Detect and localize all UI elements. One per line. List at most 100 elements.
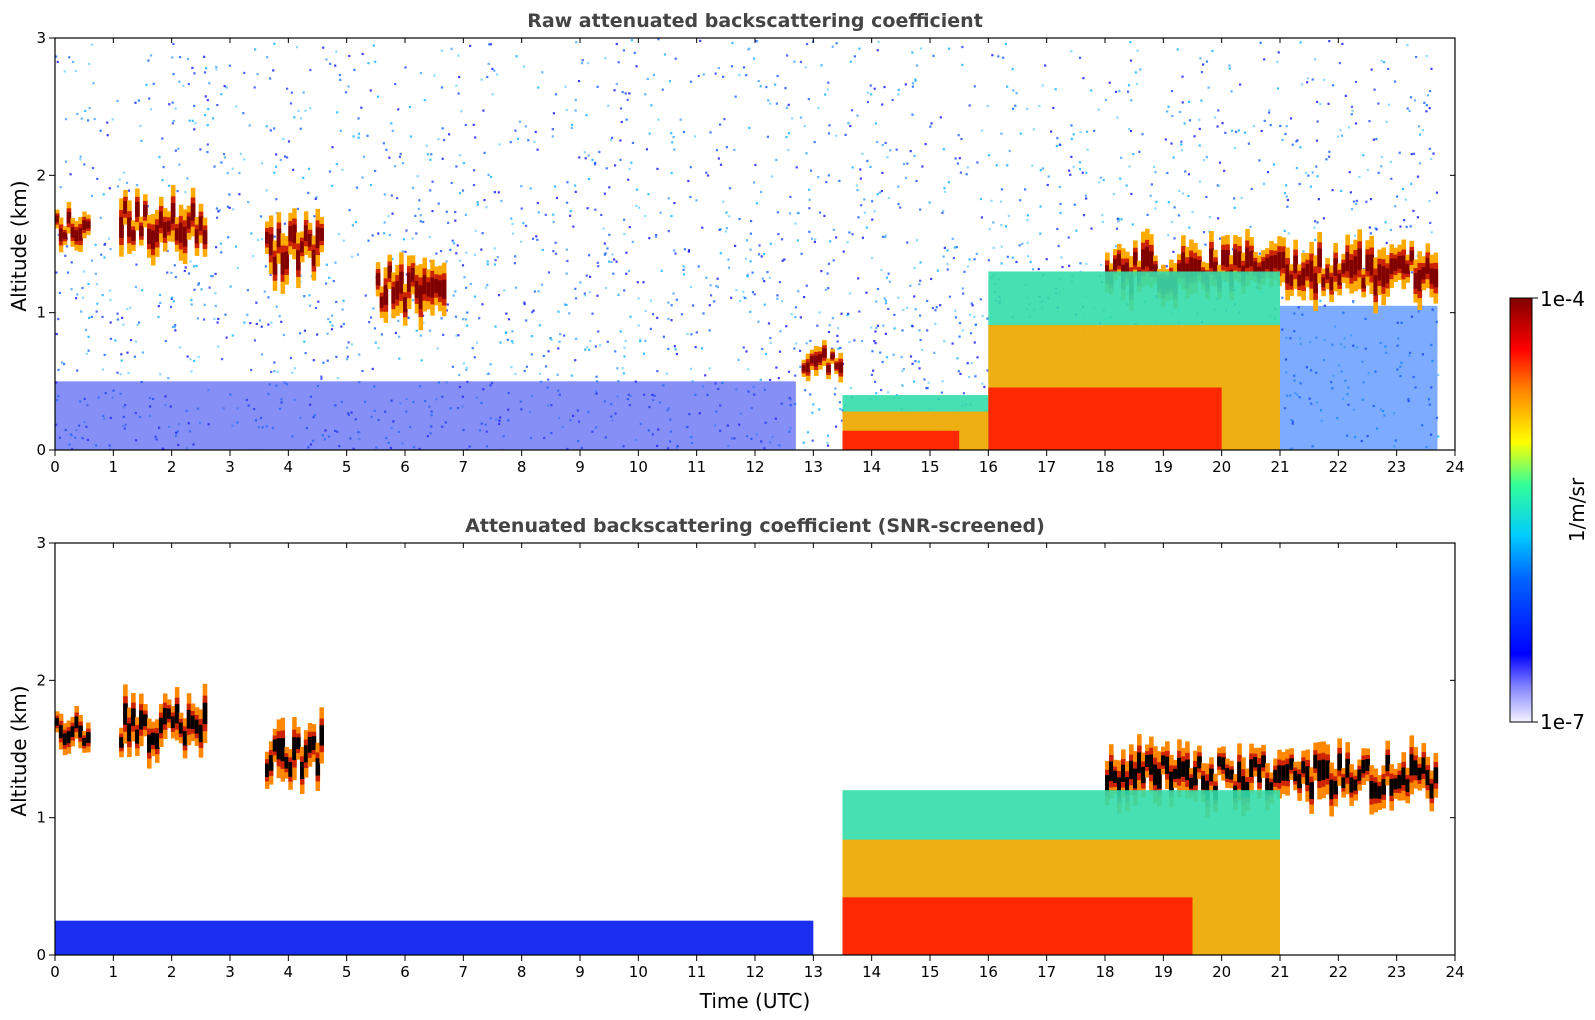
noise-speck — [510, 366, 513, 369]
noise-speck — [870, 326, 873, 329]
noise-speck — [116, 318, 120, 321]
noise-speck — [1249, 225, 1252, 228]
noise-speck — [391, 257, 394, 261]
cloud-strip-core — [300, 761, 305, 779]
noise-speck — [1166, 171, 1169, 175]
noise-speck — [753, 293, 756, 296]
noise-speck — [101, 368, 105, 371]
noise-speck — [1170, 221, 1174, 224]
noise-speck — [829, 240, 832, 243]
noise-speck — [760, 190, 763, 194]
noise-speck — [1200, 70, 1204, 74]
noise-speck — [1057, 244, 1060, 248]
cloud-strip-core — [441, 279, 447, 300]
cloud-strip-core — [1289, 274, 1294, 286]
cloud-strip-core — [158, 211, 164, 228]
noise-speck — [455, 84, 458, 87]
noise-speck — [483, 151, 486, 154]
noise-speck — [670, 304, 673, 307]
noise-speck — [339, 78, 342, 81]
noise-speck — [794, 306, 797, 309]
noise-speck — [962, 292, 965, 295]
noise-speck — [848, 340, 851, 344]
noise-speck — [811, 411, 814, 414]
noise-speck — [544, 213, 547, 216]
cloud-strip-core — [1141, 249, 1146, 270]
noise-speck — [966, 362, 969, 365]
noise-speck — [902, 368, 905, 371]
cloud-strip-core — [1417, 269, 1423, 292]
noise-speck — [84, 328, 88, 332]
noise-speck — [667, 347, 670, 350]
noise-speck — [718, 123, 722, 126]
noise-speck — [536, 201, 539, 205]
noise-speck — [447, 133, 451, 136]
noise-speck — [1430, 67, 1433, 70]
noise-speck — [191, 66, 194, 69]
cloud-strip-core — [1413, 760, 1419, 776]
noise-speck — [464, 123, 467, 127]
noise-speck — [100, 253, 103, 256]
noise-speck — [101, 315, 104, 319]
noise-speck — [879, 351, 882, 354]
noise-speck — [174, 324, 177, 327]
noise-speck — [886, 156, 889, 159]
noise-speck — [473, 253, 477, 256]
noise-speck — [848, 292, 852, 295]
cloud-strip-core — [170, 716, 176, 729]
noise-speck — [813, 240, 816, 244]
noise-speck — [963, 270, 966, 273]
noise-speck — [914, 360, 917, 363]
noise-speck — [667, 197, 670, 200]
noise-speck — [776, 211, 779, 214]
noise-speck — [893, 327, 896, 330]
noise-speck — [1014, 104, 1017, 107]
noise-speck — [273, 127, 276, 130]
noise-speck — [1380, 155, 1383, 159]
noise-speck — [273, 42, 276, 45]
noise-speck — [216, 216, 219, 219]
noise-speck — [961, 45, 964, 49]
noise-speck — [246, 313, 249, 316]
bot-x-tick-label: 11 — [687, 963, 706, 981]
noise-speck — [1355, 199, 1358, 203]
noise-speck — [495, 73, 499, 76]
noise-speck — [1060, 256, 1063, 259]
cloud-strip-core — [1329, 779, 1334, 800]
top-x-tick-label: 12 — [745, 458, 764, 476]
noise-speck — [121, 316, 124, 320]
noise-speck — [674, 252, 677, 255]
noise-speck — [987, 154, 991, 157]
noise-speck — [1155, 200, 1158, 203]
boundary-layer — [55, 920, 814, 955]
cloud-strip-core — [1373, 275, 1379, 296]
cloud-strip-core — [1117, 777, 1122, 797]
noise-speck — [820, 269, 823, 273]
noise-speck — [452, 242, 456, 245]
noise-speck — [584, 348, 587, 351]
noise-speck — [232, 208, 235, 211]
noise-speck — [503, 289, 506, 292]
noise-speck — [491, 67, 494, 70]
noise-speck — [805, 284, 808, 287]
noise-speck — [751, 291, 755, 294]
noise-speck — [1362, 154, 1365, 157]
cloud-strip-core — [296, 737, 301, 750]
noise-speck — [91, 166, 95, 170]
noise-speck — [1150, 183, 1153, 186]
noise-speck — [913, 267, 916, 270]
noise-speck — [686, 332, 689, 335]
noise-speck — [919, 279, 922, 282]
noise-speck — [332, 279, 335, 283]
noise-speck — [126, 351, 129, 354]
noise-speck — [1228, 64, 1231, 67]
noise-speck — [1217, 109, 1220, 112]
noise-speck — [1295, 140, 1298, 143]
noise-speck — [497, 191, 500, 194]
noise-speck — [291, 371, 294, 374]
noise-speck — [1228, 67, 1231, 70]
noise-speck — [585, 346, 589, 349]
cloud-strip-core — [186, 216, 192, 229]
noise-speck — [283, 222, 286, 225]
